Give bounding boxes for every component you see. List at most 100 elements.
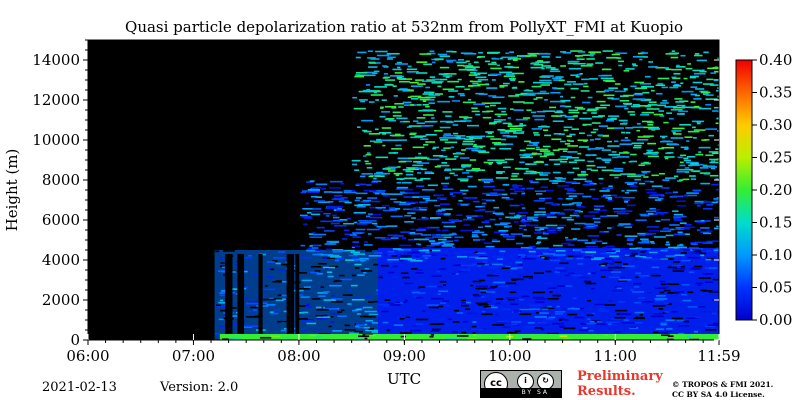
data-streak <box>636 138 649 141</box>
data-streak <box>430 334 435 336</box>
data-streak <box>614 196 623 199</box>
data-streak <box>718 338 719 340</box>
data-streak <box>489 104 496 107</box>
data-streak <box>690 163 699 165</box>
data-streak <box>679 249 691 251</box>
data-streak <box>449 193 453 195</box>
data-streak <box>409 133 416 136</box>
data-streak <box>492 324 505 326</box>
data-streak <box>475 285 488 288</box>
data-streak <box>715 188 719 191</box>
data-streak <box>505 282 517 285</box>
data-streak <box>311 247 319 249</box>
data-streak <box>674 98 683 100</box>
data-streak <box>437 293 441 295</box>
data-streak <box>601 169 614 172</box>
data-streak <box>589 54 594 57</box>
data-streak <box>390 198 397 201</box>
data-streak <box>540 84 550 86</box>
data-streak <box>527 92 541 95</box>
data-streak <box>637 232 649 235</box>
data-streak <box>413 296 418 298</box>
data-streak <box>327 254 340 257</box>
data-streak <box>509 291 517 294</box>
data-streak <box>667 228 675 231</box>
data-streak <box>388 152 396 154</box>
data-streak <box>705 266 709 269</box>
data-streak <box>706 257 714 259</box>
data-streak <box>453 120 466 123</box>
data-streak <box>230 271 237 273</box>
data-streak <box>416 72 428 74</box>
data-streak <box>559 95 564 98</box>
data-streak <box>508 216 513 219</box>
data-streak <box>642 301 655 303</box>
data-streak <box>624 103 632 106</box>
data-streak <box>441 229 449 232</box>
data-streak <box>557 213 566 215</box>
data-streak <box>382 195 390 197</box>
data-streak <box>717 310 719 313</box>
data-streak <box>472 294 479 296</box>
data-streak <box>692 126 696 129</box>
data-streak <box>409 233 423 235</box>
data-streak <box>611 53 621 56</box>
data-streak <box>522 117 531 119</box>
data-streak <box>608 154 621 156</box>
data-streak <box>456 255 468 258</box>
data-streak <box>555 267 565 269</box>
data-streak <box>537 236 542 238</box>
data-streak <box>464 88 471 91</box>
data-streak <box>563 327 576 330</box>
data-streak <box>617 224 624 227</box>
cc-license-badge[interactable]: cc i ↻ BY SA <box>480 370 562 398</box>
data-streak <box>523 102 534 104</box>
data-streak <box>244 297 249 300</box>
data-streak <box>646 149 654 152</box>
data-streak <box>560 51 567 53</box>
data-streak <box>534 229 541 231</box>
data-streak <box>665 177 676 179</box>
data-streak <box>458 68 467 71</box>
data-streak <box>545 202 554 204</box>
data-streak <box>482 116 492 119</box>
data-streak <box>395 301 400 304</box>
data-streak <box>431 172 435 175</box>
data-streak <box>550 211 558 214</box>
data-streak <box>327 307 340 310</box>
data-streak <box>535 146 540 149</box>
data-streak <box>574 210 581 212</box>
data-streak <box>460 165 471 168</box>
data-streak <box>415 296 424 299</box>
data-streak <box>705 258 712 261</box>
data-streak <box>713 249 719 252</box>
data-streak <box>331 301 344 303</box>
data-streak <box>651 174 659 177</box>
data-streak <box>702 165 716 168</box>
data-streak <box>680 54 686 57</box>
data-streak <box>362 89 374 92</box>
data-streak <box>528 250 536 253</box>
data-streak <box>605 80 616 83</box>
data-streak <box>577 139 589 141</box>
version-label: Version: 2.0 <box>160 380 239 395</box>
data-streak <box>429 91 435 94</box>
data-streak <box>551 138 562 141</box>
data-streak <box>696 59 707 62</box>
data-streak <box>647 213 654 215</box>
data-streak <box>541 75 554 77</box>
data-streak <box>628 173 636 175</box>
data-streak <box>440 198 447 200</box>
data-streak <box>244 325 258 328</box>
data-streak <box>382 321 389 324</box>
data-streak <box>587 148 601 150</box>
data-streak <box>507 58 512 61</box>
data-streak <box>414 179 423 181</box>
data-streak <box>388 119 396 122</box>
data-streak <box>554 271 560 273</box>
data-streak <box>590 300 599 302</box>
data-streak <box>354 263 362 266</box>
data-streak <box>377 207 382 210</box>
data-streak <box>690 101 696 103</box>
data-streak <box>495 159 505 162</box>
